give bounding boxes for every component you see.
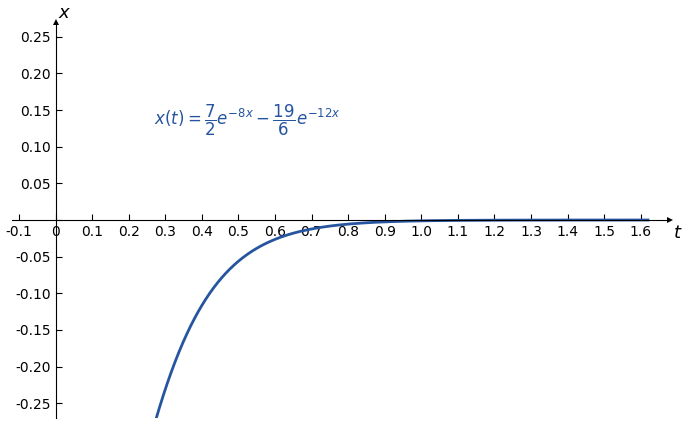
Text: x: x <box>59 4 69 22</box>
Text: t: t <box>674 224 681 242</box>
Text: $x(t) = \dfrac{7}{2}e^{-8x} - \dfrac{19}{6}e^{-12x}$: $x(t) = \dfrac{7}{2}e^{-8x} - \dfrac{19}… <box>155 103 341 138</box>
